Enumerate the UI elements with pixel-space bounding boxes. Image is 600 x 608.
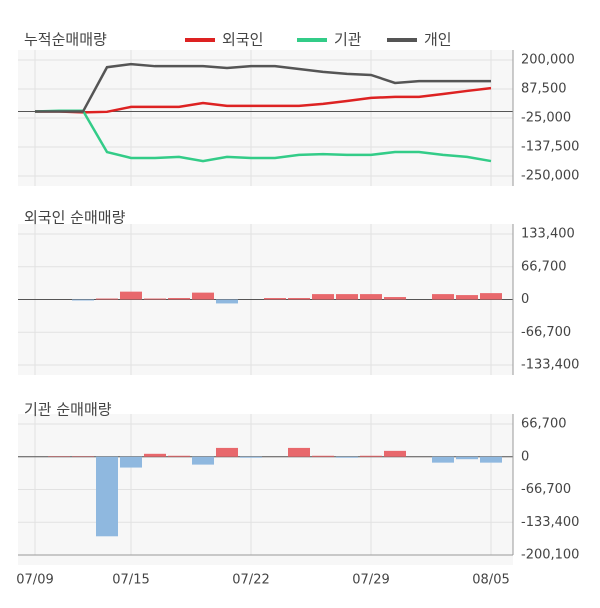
y-tick-label: 0 <box>521 292 529 307</box>
bar <box>336 457 358 458</box>
y-tick-label: 87,500 <box>521 82 567 97</box>
bar <box>120 292 142 300</box>
x-tick-label: 08/05 <box>472 573 509 588</box>
bar <box>72 300 94 301</box>
y-tick-label: 66,700 <box>521 417 567 432</box>
bar <box>216 448 238 457</box>
bar <box>456 295 478 299</box>
bar <box>144 299 166 300</box>
bar <box>312 456 334 457</box>
bar <box>264 298 286 299</box>
chart-title: 누적순매매량 <box>24 31 107 49</box>
y-tick-label: -250,000 <box>521 169 579 184</box>
chart-title: 기관 순매매량 <box>24 401 112 419</box>
bar <box>96 299 118 300</box>
bar <box>336 294 358 299</box>
x-tick-label: 07/29 <box>352 573 389 588</box>
y-tick-label: 133,400 <box>521 227 575 242</box>
chart-title: 외국인 순매매량 <box>24 209 126 227</box>
y-tick-label: -133,400 <box>521 358 579 373</box>
bar <box>480 457 502 463</box>
bar <box>432 294 454 299</box>
bar <box>456 457 478 459</box>
y-tick-label: -66,700 <box>521 482 571 497</box>
bar <box>120 457 142 468</box>
y-tick-label: 0 <box>521 449 529 464</box>
y-tick-label: -137,500 <box>521 140 579 155</box>
y-tick-label: -133,400 <box>521 515 579 530</box>
bar <box>192 293 214 300</box>
x-tick-label: 07/22 <box>232 573 269 588</box>
y-tick-label: -25,000 <box>521 111 571 126</box>
bar <box>168 456 190 457</box>
legend-label: 개인 <box>424 31 452 49</box>
bar <box>288 448 310 457</box>
bar <box>360 456 382 457</box>
x-tick-label: 07/15 <box>112 573 149 588</box>
y-tick-label: 200,000 <box>521 53 575 68</box>
bar <box>216 300 238 304</box>
bar <box>240 457 262 458</box>
bar <box>312 294 334 299</box>
bar <box>288 298 310 299</box>
bar <box>192 457 214 465</box>
bar <box>168 298 190 299</box>
bar <box>384 451 406 457</box>
y-tick-label: -200,100 <box>521 548 579 563</box>
bar <box>360 294 382 299</box>
bar <box>96 457 118 537</box>
y-tick-label: 66,700 <box>521 259 567 274</box>
x-tick-label: 07/09 <box>16 573 53 588</box>
bar <box>144 454 166 457</box>
legend-label: 기관 <box>334 31 362 49</box>
bar <box>480 293 502 299</box>
y-tick-label: -66,700 <box>521 325 571 340</box>
bar <box>432 457 454 463</box>
legend-label: 외국인 <box>222 31 263 49</box>
bar <box>384 297 406 299</box>
